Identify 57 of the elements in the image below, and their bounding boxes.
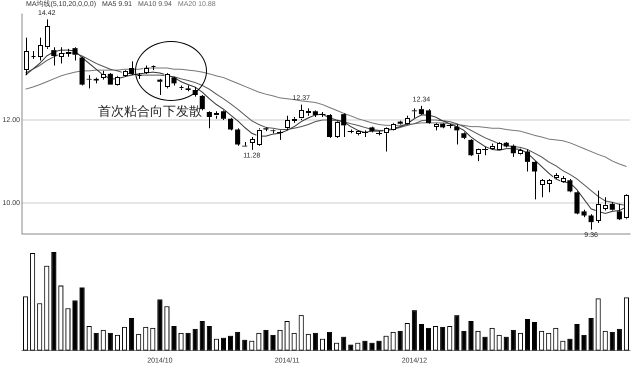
bar — [362, 340, 368, 351]
candlestick — [454, 124, 460, 145]
bar — [171, 326, 177, 351]
candlestick — [418, 105, 424, 116]
bar — [510, 330, 516, 351]
bar — [51, 252, 56, 351]
bar — [129, 318, 134, 351]
candlestick — [94, 77, 99, 84]
bar — [228, 336, 234, 351]
bar — [616, 328, 622, 351]
bar — [468, 321, 474, 351]
candlestick — [574, 190, 580, 215]
bar — [157, 299, 162, 351]
bar — [242, 340, 248, 351]
bar — [200, 321, 205, 351]
bar — [312, 332, 318, 351]
bar — [574, 324, 580, 351]
bar — [440, 326, 446, 351]
bar — [108, 332, 113, 351]
bar — [263, 330, 268, 351]
bar — [94, 332, 99, 351]
candlestick — [326, 114, 332, 138]
bar — [418, 324, 424, 351]
bar — [206, 326, 212, 351]
bar — [426, 328, 432, 351]
candlestick — [596, 190, 601, 224]
bar — [412, 310, 417, 351]
bar — [341, 336, 346, 351]
candlestick — [51, 46, 56, 66]
bar — [270, 334, 276, 351]
candlestick — [206, 110, 212, 129]
bar — [220, 338, 226, 351]
bar — [72, 300, 78, 351]
bar — [461, 330, 466, 351]
candlestick — [524, 148, 530, 172]
candlestick — [200, 94, 205, 111]
bar — [326, 332, 332, 351]
bar — [235, 332, 240, 351]
bar — [524, 319, 530, 351]
bar — [482, 336, 488, 351]
bar — [192, 328, 198, 351]
candlestick — [299, 104, 304, 120]
bar — [532, 322, 538, 351]
bar — [454, 315, 460, 351]
bar — [376, 340, 382, 351]
bar — [398, 330, 403, 351]
candlestick — [610, 202, 615, 212]
candlestick — [532, 160, 538, 200]
candlestick — [369, 126, 374, 133]
bar — [588, 318, 594, 351]
annotation: 首次粘合向下发散 — [98, 103, 202, 118]
bar — [80, 287, 85, 351]
bar — [610, 332, 615, 351]
bar — [567, 338, 572, 351]
bar — [582, 334, 587, 351]
bar — [186, 332, 191, 351]
bar — [504, 336, 509, 351]
